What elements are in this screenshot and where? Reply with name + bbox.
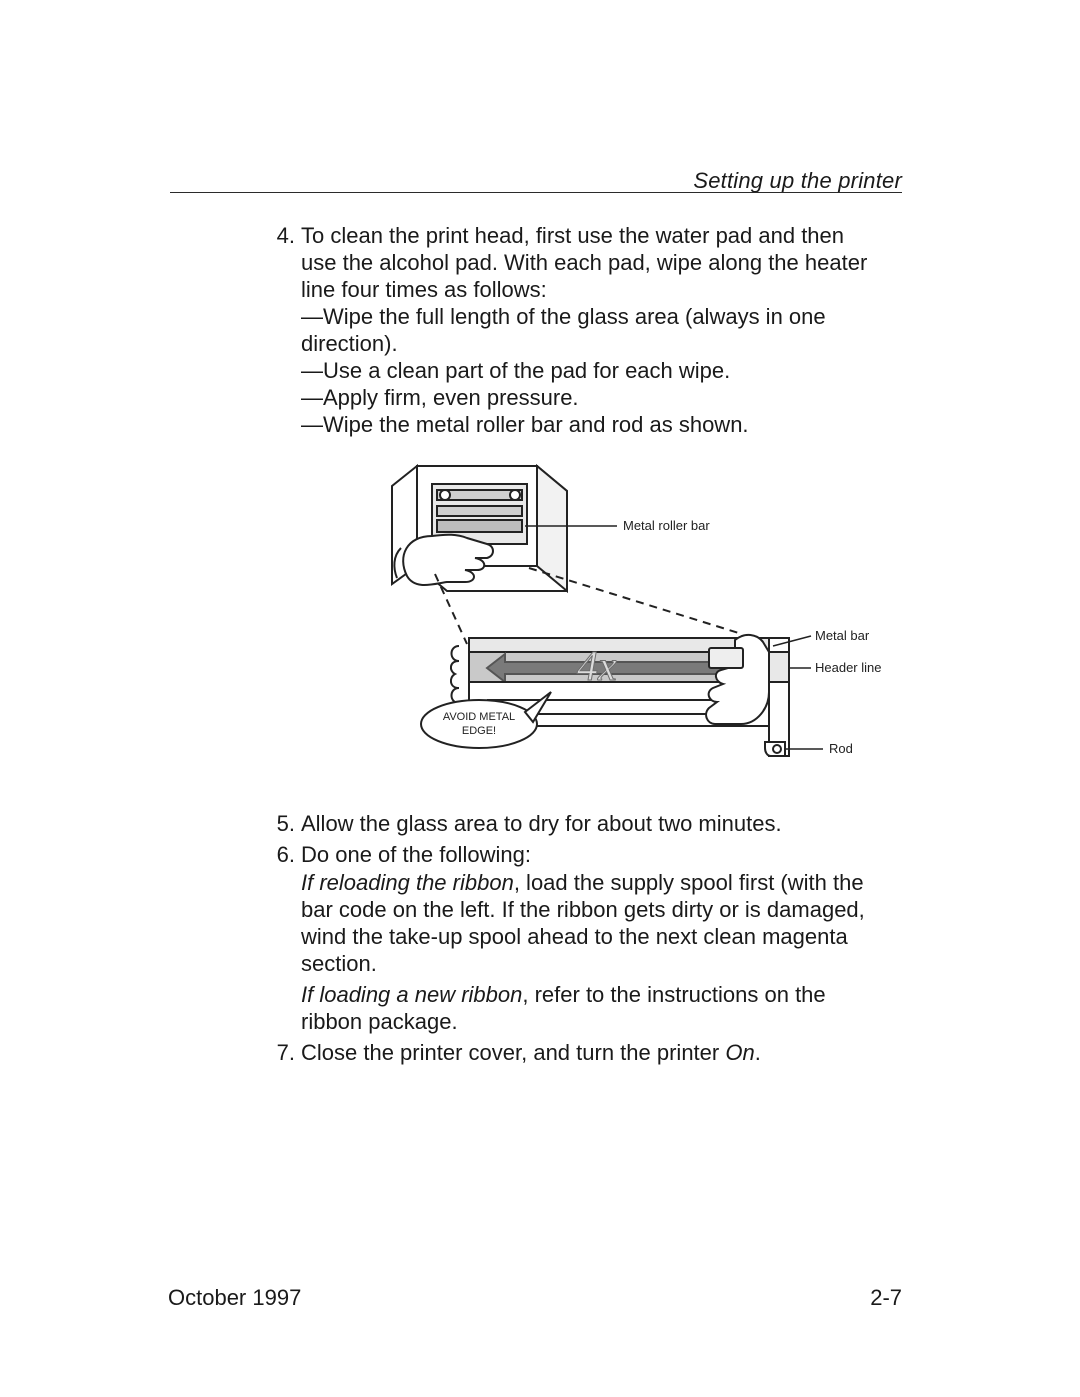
page-number: 2-7 bbox=[870, 1285, 902, 1311]
step-4: 4. To clean the print head, first use th… bbox=[265, 222, 875, 792]
step7-pre: Close the printer cover, and turn the pr… bbox=[301, 1040, 725, 1065]
step-6: 6. Do one of the following: If reloading… bbox=[265, 841, 875, 1034]
printer-cleaning-diagram: Metal roller bar bbox=[337, 456, 875, 792]
bubble-line2: EDGE! bbox=[462, 725, 496, 737]
callout-header-line: Header line bbox=[815, 660, 882, 675]
step-text: Do one of the following: bbox=[301, 842, 531, 867]
step-number: 7. bbox=[265, 1039, 295, 1066]
callout-metal-roller-bar: Metal roller bar bbox=[623, 518, 710, 533]
running-head: Setting up the printer bbox=[693, 168, 902, 194]
footer-date: October 1997 bbox=[168, 1285, 301, 1311]
step-number: 4. bbox=[265, 222, 295, 249]
step4-bullet: —Use a clean part of the pad for each wi… bbox=[301, 357, 875, 384]
step-text: To clean the print head, first use the w… bbox=[301, 223, 867, 302]
step7-on: On bbox=[725, 1040, 754, 1065]
step-number: 6. bbox=[265, 841, 295, 868]
step-5: 5. Allow the glass area to dry for about… bbox=[265, 810, 875, 837]
step6-reload-lead: If reloading the ribbon bbox=[301, 870, 514, 895]
step-number: 5. bbox=[265, 810, 295, 837]
step7-post: . bbox=[755, 1040, 761, 1065]
step6-loadnew-lead: If loading a new ribbon bbox=[301, 982, 522, 1007]
bubble-line1: AVOID METAL bbox=[443, 711, 515, 723]
header-rule bbox=[170, 192, 902, 193]
body-content: 4. To clean the print head, first use th… bbox=[265, 222, 875, 1070]
step4-bullet: —Wipe the full length of the glass area … bbox=[301, 303, 875, 357]
step-7: 7. Close the printer cover, and turn the… bbox=[265, 1039, 875, 1066]
callout-metal-bar: Metal bar bbox=[815, 628, 870, 643]
step4-bullet: —Apply firm, even pressure. bbox=[301, 384, 875, 411]
callout-rod: Rod bbox=[829, 741, 853, 756]
step4-bullet: —Wipe the metal roller bar and rod as sh… bbox=[301, 411, 875, 438]
step-text: Allow the glass area to dry for about tw… bbox=[301, 811, 782, 836]
